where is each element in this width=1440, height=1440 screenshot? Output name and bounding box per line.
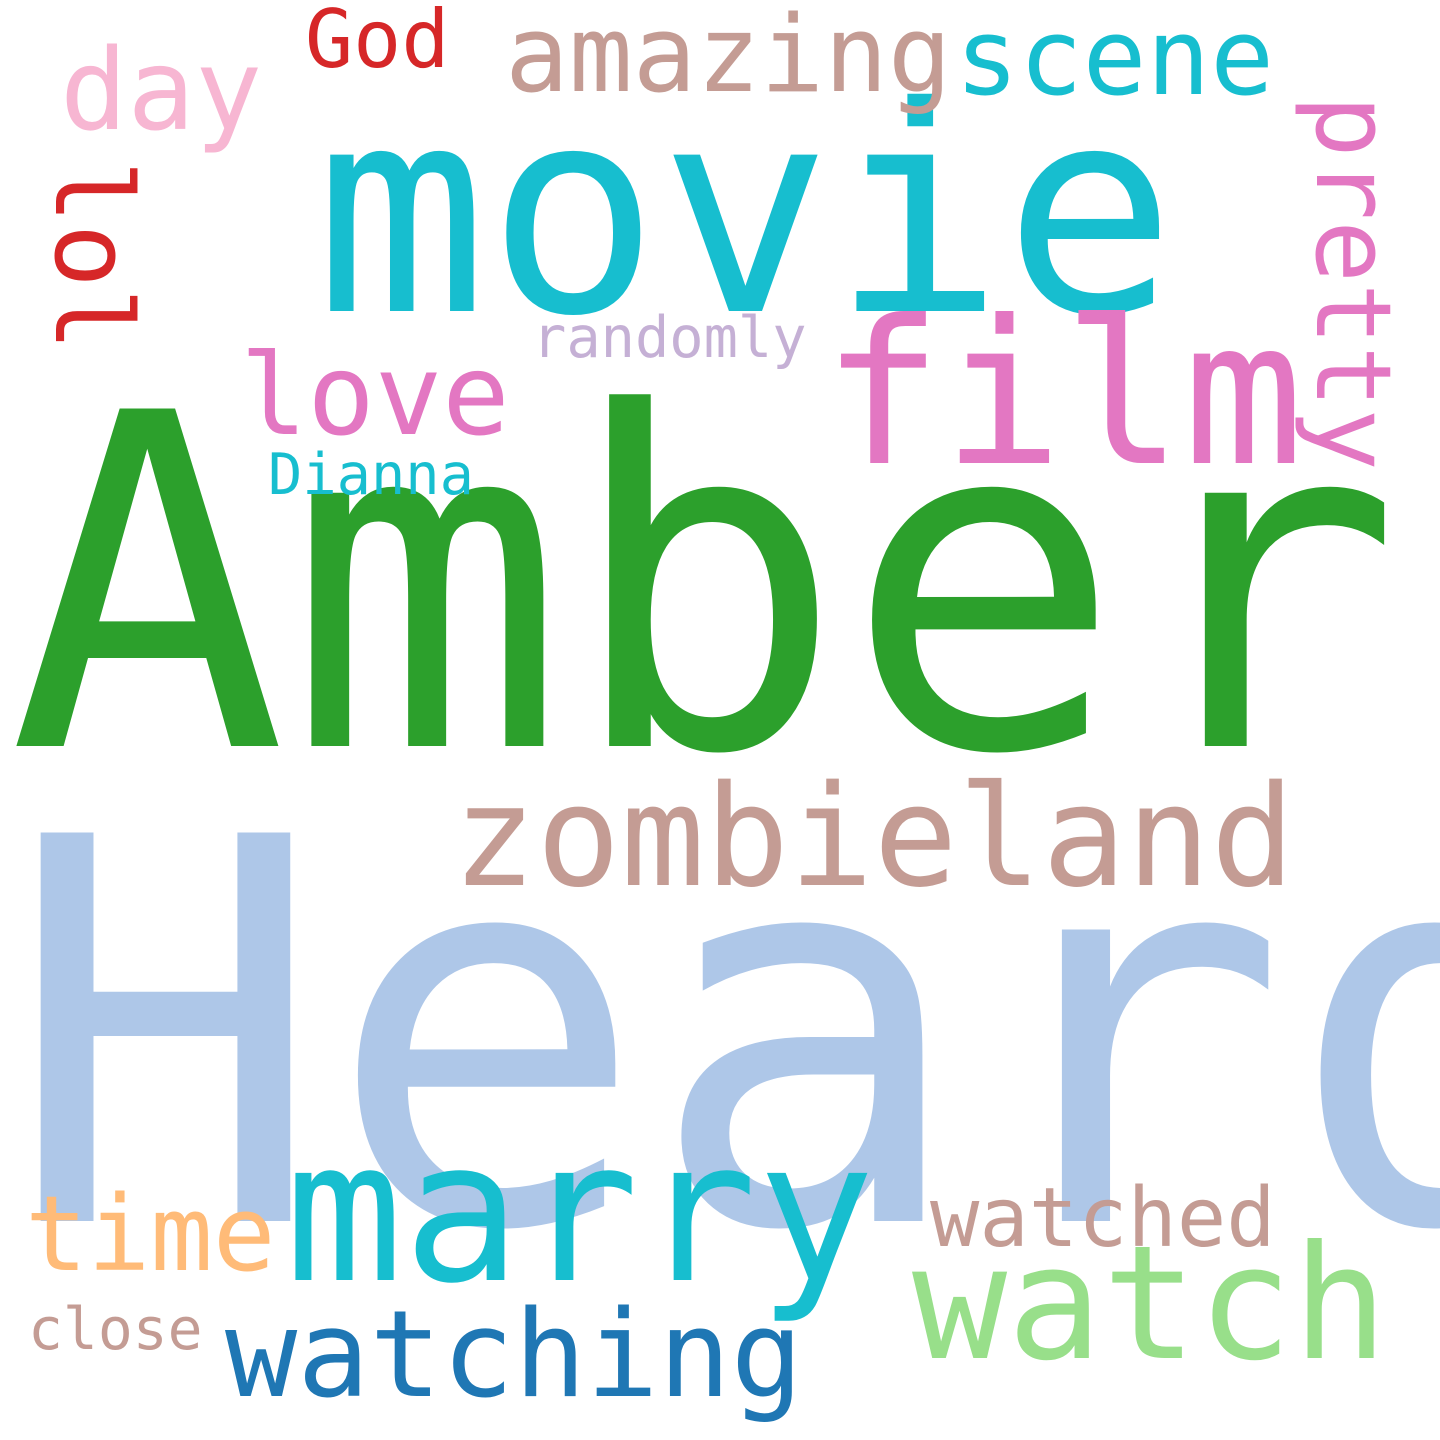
word-watching: watching bbox=[225, 1286, 803, 1425]
word-time: time bbox=[25, 1173, 276, 1295]
word-heard: Heard bbox=[5, 726, 1440, 1347]
word-god: God bbox=[305, 0, 450, 86]
word-lol: lol bbox=[31, 160, 154, 352]
word-close: close bbox=[28, 1295, 203, 1363]
word-amber: Amber bbox=[8, 317, 1402, 856]
word-love: love bbox=[240, 331, 510, 461]
word-scene: scene bbox=[955, 0, 1275, 119]
word-watched: watched bbox=[930, 1171, 1276, 1266]
word-amazing: amazing bbox=[505, 0, 952, 116]
word-randomly: randomly bbox=[532, 305, 807, 371]
word-pretty: pretty bbox=[1292, 95, 1414, 471]
word-marry: marry bbox=[285, 1099, 876, 1327]
word-watch: watch bbox=[912, 1212, 1388, 1396]
word-dianna: Dianna bbox=[268, 442, 474, 508]
word-movie: movie bbox=[315, 47, 1176, 379]
word-zombieland: zombieland bbox=[452, 756, 1295, 919]
word-film: film bbox=[822, 278, 1304, 511]
word-day: day bbox=[60, 26, 263, 156]
